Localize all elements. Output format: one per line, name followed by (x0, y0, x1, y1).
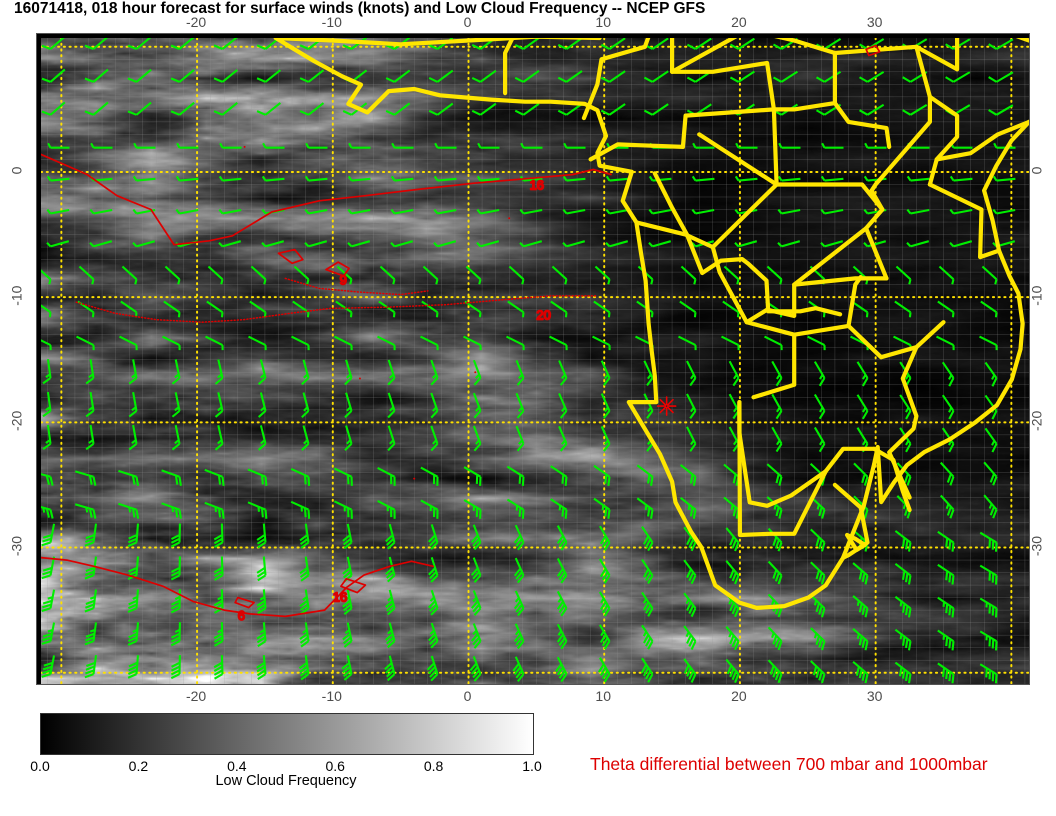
svg-text:-10: -10 (9, 285, 25, 305)
svg-text:0: 0 (9, 166, 25, 174)
svg-text:-20: -20 (9, 411, 25, 431)
svg-text:9: 9 (340, 272, 347, 287)
svg-text:-10: -10 (1029, 285, 1045, 305)
svg-text:-30: -30 (9, 536, 25, 556)
svg-text:20: 20 (536, 307, 550, 322)
svg-text:-30: -30 (1029, 536, 1045, 556)
svg-text:-20: -20 (1029, 411, 1045, 431)
svg-text:0: 0 (1029, 166, 1045, 174)
svg-text:16: 16 (530, 177, 544, 192)
svg-text:6: 6 (238, 608, 245, 623)
svg-text:16: 16 (333, 589, 347, 604)
